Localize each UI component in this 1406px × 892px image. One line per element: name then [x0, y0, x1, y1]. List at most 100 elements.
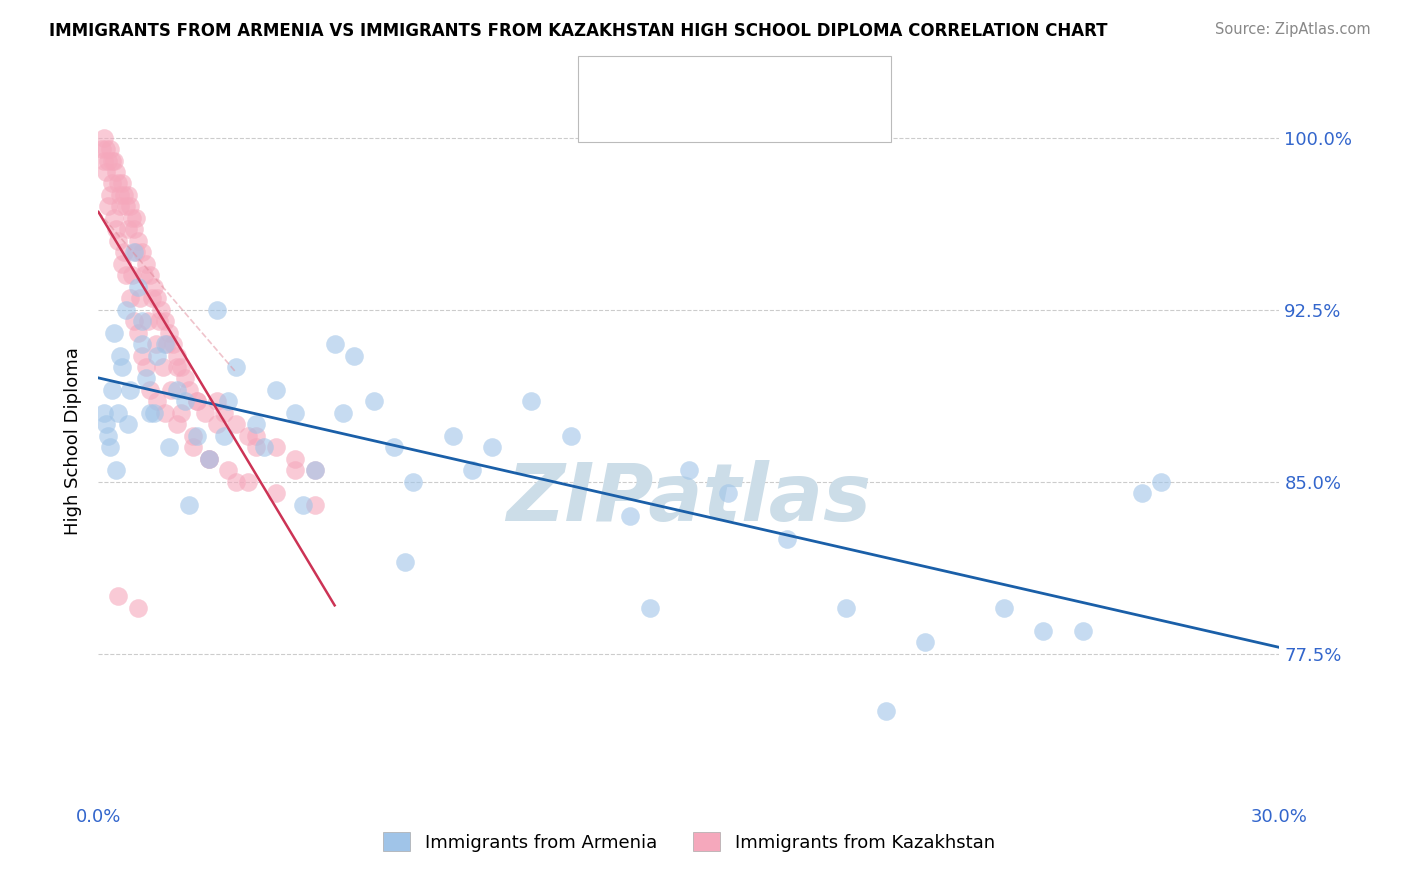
Text: 63: 63: [810, 72, 835, 90]
Point: [205, 417, 228, 432]
Point: [1032, 624, 1054, 638]
Point: [914, 635, 936, 649]
Point: [96, 417, 118, 432]
Point: [264, 440, 287, 454]
Point: [122, 222, 145, 236]
Point: [152, 359, 174, 374]
Point: [107, 177, 129, 191]
Legend: Immigrants from Armenia, Immigrants from Kazakhstan: Immigrants from Armenia, Immigrants from…: [375, 825, 1002, 859]
Point: [225, 417, 247, 432]
Text: ZIPatlas: ZIPatlas: [506, 460, 872, 539]
Point: [155, 337, 177, 351]
Text: 0.215: 0.215: [686, 106, 742, 124]
Point: [205, 302, 228, 317]
Point: [125, 211, 148, 225]
Point: [236, 429, 259, 443]
Point: [107, 590, 129, 604]
Point: [253, 440, 276, 454]
Point: [141, 291, 163, 305]
Text: -0.103: -0.103: [686, 72, 749, 90]
Point: [155, 406, 177, 420]
Point: [461, 463, 484, 477]
Point: [101, 383, 124, 397]
Point: [717, 486, 740, 500]
Point: [186, 394, 208, 409]
Point: [284, 463, 307, 477]
Point: [127, 600, 149, 615]
FancyBboxPatch shape: [596, 103, 628, 128]
Point: [105, 165, 128, 179]
Point: [97, 153, 120, 168]
Point: [186, 394, 208, 409]
Point: [121, 211, 143, 225]
Point: [125, 245, 148, 260]
Point: [363, 394, 385, 409]
Point: [97, 429, 120, 443]
Point: [121, 268, 143, 283]
Point: [177, 383, 200, 397]
Point: [98, 142, 121, 156]
Y-axis label: High School Diploma: High School Diploma: [65, 348, 83, 535]
Point: [103, 211, 125, 225]
Point: [214, 406, 236, 420]
Point: [520, 394, 543, 409]
Point: [264, 486, 287, 500]
Point: [132, 268, 155, 283]
Point: [127, 234, 149, 248]
Point: [217, 463, 239, 477]
Point: [93, 406, 115, 420]
Point: [170, 406, 193, 420]
Text: Source: ZipAtlas.com: Source: ZipAtlas.com: [1215, 22, 1371, 37]
Point: [394, 555, 416, 569]
Text: R =: R =: [640, 106, 679, 124]
Point: [108, 349, 131, 363]
Point: [638, 600, 661, 615]
Point: [150, 302, 173, 317]
Point: [138, 383, 160, 397]
Point: [115, 268, 138, 283]
Point: [131, 349, 153, 363]
Point: [111, 257, 134, 271]
Point: [619, 509, 641, 524]
Point: [835, 600, 858, 615]
Point: [146, 349, 169, 363]
Point: [117, 417, 139, 432]
Point: [264, 383, 287, 397]
Point: [96, 165, 118, 179]
Point: [304, 498, 326, 512]
Point: [186, 429, 208, 443]
Point: [174, 394, 197, 409]
Point: [776, 532, 799, 546]
Point: [292, 498, 315, 512]
Point: [135, 371, 157, 385]
Point: [217, 394, 239, 409]
Point: [157, 440, 180, 454]
Point: [112, 245, 135, 260]
Point: [115, 199, 138, 213]
Text: N =: N =: [758, 72, 797, 90]
Point: [245, 417, 267, 432]
Point: [284, 451, 307, 466]
Point: [197, 451, 219, 466]
Point: [1130, 486, 1153, 500]
Point: [122, 245, 145, 260]
Point: [118, 383, 141, 397]
Point: [875, 704, 897, 718]
Point: [115, 302, 138, 317]
Point: [108, 188, 131, 202]
Point: [145, 337, 167, 351]
Point: [122, 314, 145, 328]
Point: [105, 463, 128, 477]
Point: [236, 475, 259, 489]
Point: [1150, 475, 1173, 489]
Text: R =: R =: [640, 72, 679, 90]
Point: [174, 371, 197, 385]
Point: [97, 199, 120, 213]
Point: [101, 177, 124, 191]
Point: [111, 359, 134, 374]
Point: [560, 429, 582, 443]
Point: [343, 349, 366, 363]
Point: [225, 475, 247, 489]
Point: [146, 291, 169, 305]
Point: [127, 326, 149, 340]
